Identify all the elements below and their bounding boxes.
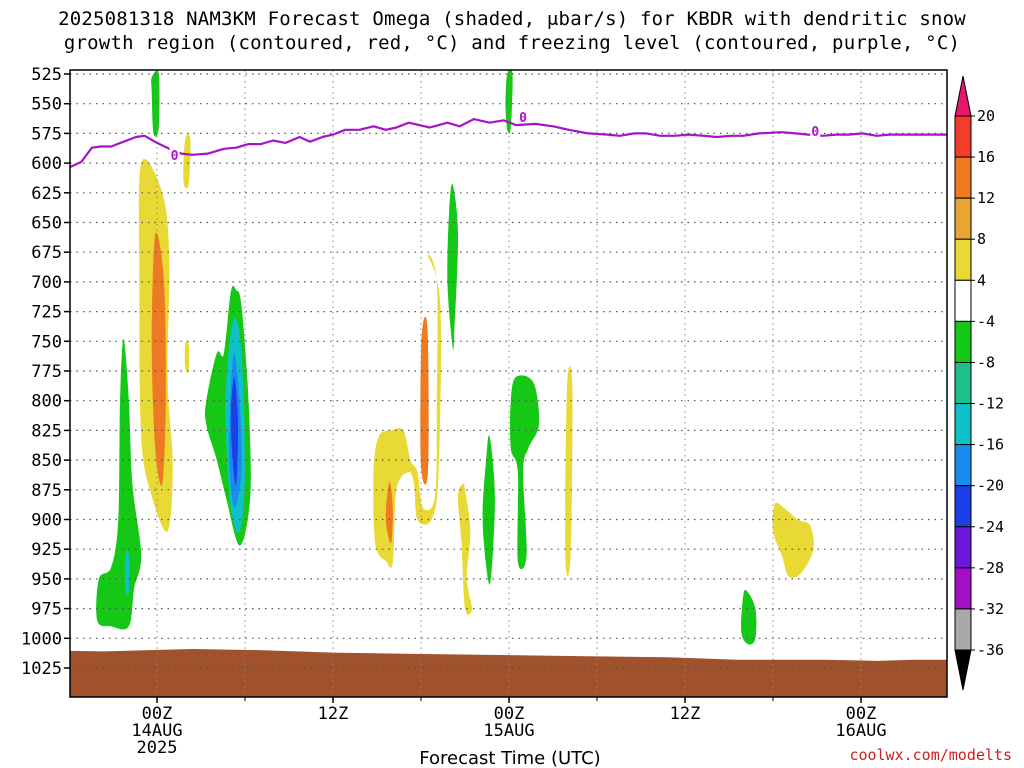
y-tick-label-875: 875 — [31, 481, 62, 501]
y-tick-label-525: 525 — [31, 65, 62, 85]
colorbar-band-3 — [954, 238, 972, 281]
omega-region-yellow-right — [772, 502, 814, 578]
y-tick-label-800: 800 — [31, 392, 62, 412]
y-tick-label-925: 925 — [31, 540, 62, 560]
y-tick-label-1000: 1000 — [21, 629, 62, 649]
omega-region-yellow-small-mid — [184, 340, 190, 373]
colorbar-band-9 — [954, 485, 972, 528]
freezing-label-bg-0 — [169, 146, 180, 161]
colorbar-bottom-arrow — [954, 649, 972, 691]
y-tick-label-950: 950 — [31, 570, 62, 590]
colorbar-label-9: -20 — [977, 477, 1004, 495]
y-tick-label-750: 750 — [31, 332, 62, 352]
y-tick-label-975: 975 — [31, 600, 62, 620]
omega-region-yellow-upper-small — [183, 133, 191, 189]
colorbar-top-arrow — [954, 75, 972, 117]
omega-region-yellow-mid-right — [565, 365, 573, 577]
x-tick-label-40-0: 00Z — [846, 704, 877, 724]
x-tick-label-20-0: 00Z — [494, 704, 525, 724]
y-tick-label-1025: 1025 — [21, 659, 62, 679]
chart-title-line2: growth region (contoured, red, °C) and f… — [63, 32, 961, 54]
x-tick-label-10-0: 12Z — [318, 704, 349, 724]
colorbar-label-10: -24 — [977, 518, 1004, 536]
x-tick-label-30-0: 12Z — [670, 704, 701, 724]
colorbar-label-12: -32 — [977, 600, 1004, 618]
freezing-level-line — [70, 118, 947, 169]
omega-region-green-upper-mid — [505, 70, 513, 134]
colorbar-label-2: 12 — [977, 189, 995, 207]
omega-region-green-mid-lower-1 — [482, 435, 495, 585]
y-tick-label-725: 725 — [31, 303, 62, 323]
freezing-level-label-1: 0 — [519, 111, 527, 126]
colorbar-band-12 — [954, 608, 972, 651]
omega-region-orange-mid-lower — [385, 481, 393, 544]
colorbar-band-0 — [954, 115, 972, 158]
freezing-label-bg-1 — [518, 108, 529, 123]
y-tick-label-850: 850 — [31, 451, 62, 471]
omega-region-orange-main-left — [151, 232, 166, 486]
colorbar-label-4: 4 — [977, 271, 986, 289]
y-tick-label-675: 675 — [31, 243, 62, 263]
ground-fill — [70, 649, 947, 697]
colorbar-label-7: -12 — [977, 395, 1004, 413]
x-tick-label-0-0: 00Z — [142, 704, 173, 724]
y-tick-label-825: 825 — [31, 421, 62, 441]
omega-region-green-left-column — [96, 338, 142, 630]
freezing-level-label-2: 0 — [811, 125, 819, 140]
colorbar-label-3: 8 — [977, 230, 986, 248]
colorbar: 20 16 12 8 4 -4 -8 -12 -16 -20 -24 -28 -32 -36 — [954, 75, 1004, 691]
colorbar-band-2 — [954, 197, 972, 240]
colorbar-label-1: 16 — [977, 148, 995, 166]
omega-region-indigo-left-blob — [230, 376, 239, 486]
colorbar-band-6 — [954, 361, 972, 405]
colorbar-label-0: 20 — [977, 107, 995, 125]
omega-region-green-mid-upper — [447, 183, 459, 351]
x-tick-label-40-1: 16AUG — [835, 721, 886, 741]
colorbar-label-11: -28 — [977, 559, 1004, 577]
grid — [70, 70, 947, 697]
colorbar-band-5 — [954, 320, 972, 363]
colorbar-band-10 — [954, 526, 972, 569]
colorbar-band-11 — [954, 567, 972, 610]
y-tick-label-650: 650 — [31, 214, 62, 234]
chart-title-line1: 2025081318 NAM3KM Forecast Omega (shaded… — [58, 8, 966, 30]
colorbar-band-1 — [954, 156, 972, 199]
y-tick-label-625: 625 — [31, 184, 62, 204]
x-axis-label: Forecast Time (UTC) — [419, 748, 600, 768]
x-tick-label-20-1: 15AUG — [483, 721, 534, 741]
credit-text[interactable]: coolwx.com/modelts — [849, 746, 1012, 764]
x-tick-label-0-1: 14AUG — [131, 721, 182, 741]
colorbar-label-6: -8 — [977, 353, 995, 371]
x-tick-label-0-2: 2025 — [137, 738, 178, 758]
colorbar-label-13: -36 — [977, 641, 1004, 659]
y-tick-label-775: 775 — [31, 362, 62, 382]
omega-region-orange-mid-upper — [420, 316, 429, 485]
y-tick-label-700: 700 — [31, 273, 62, 293]
freezing-level-label-0: 0 — [171, 149, 179, 164]
colorbar-band-4 — [954, 279, 972, 322]
y-tick-label-900: 900 — [31, 511, 62, 531]
omega-region-green-right — [741, 589, 757, 645]
colorbar-band-7 — [954, 403, 972, 446]
freezing-label-bg-2 — [810, 123, 821, 138]
colorbar-label-8: -16 — [977, 436, 1004, 454]
colorbar-label-5: -4 — [977, 312, 995, 330]
y-axis: 525 550 575 600 625 650 675 700 725 750 775 800 825 8… — [21, 65, 70, 679]
ground-surface — [70, 649, 947, 697]
y-tick-label-600: 600 — [31, 154, 62, 174]
omega-region-green-mid-lower-2 — [510, 375, 540, 570]
freezing-level-contour: 0 0 0 — [70, 108, 947, 169]
omega-region-yellow-mid-low — [457, 483, 473, 615]
omega-region-cyan-left-small — [124, 550, 130, 596]
omega-shading — [96, 70, 814, 645]
colorbar-band-8 — [954, 444, 972, 487]
y-tick-label-550: 550 — [31, 95, 62, 115]
y-tick-label-575: 575 — [31, 124, 62, 144]
